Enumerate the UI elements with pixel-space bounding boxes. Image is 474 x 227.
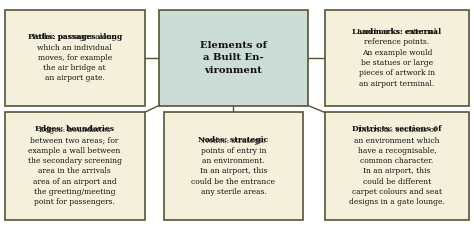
Text: Districts: sections of: Districts: sections of <box>352 125 442 133</box>
Text: Districts: sections of
an environment which
have a recognisable,
common characte: Districts: sections of an environment wh… <box>349 126 445 206</box>
Text: Paths: passages along
which an individual
moves, for example
the air bridge at
a: Paths: passages along which an individua… <box>32 33 117 82</box>
Text: Landmarks: external
reference points.
An example would
be statues or large
piece: Landmarks: external reference points. An… <box>357 28 437 88</box>
FancyBboxPatch shape <box>159 10 308 106</box>
FancyBboxPatch shape <box>164 112 303 220</box>
Text: Elements of
a Built En-
vironment: Elements of a Built En- vironment <box>200 41 267 74</box>
FancyBboxPatch shape <box>325 10 469 106</box>
Text: Nodes: strategic: Nodes: strategic <box>198 136 269 144</box>
Text: Paths: passages along: Paths: passages along <box>27 33 122 41</box>
Text: Landmarks: external: Landmarks: external <box>352 27 442 36</box>
Text: Edges: boundaries
between two areas; for
example a wall between
the secondary sc: Edges: boundaries between two areas; for… <box>27 126 122 206</box>
FancyBboxPatch shape <box>325 112 469 220</box>
Text: Edges: boundaries: Edges: boundaries <box>35 125 114 133</box>
FancyBboxPatch shape <box>5 112 145 220</box>
Text: Nodes: strategic
points of entry in
an environment.
In an airport, this
could be: Nodes: strategic points of entry in an e… <box>191 137 275 196</box>
FancyBboxPatch shape <box>5 10 145 106</box>
